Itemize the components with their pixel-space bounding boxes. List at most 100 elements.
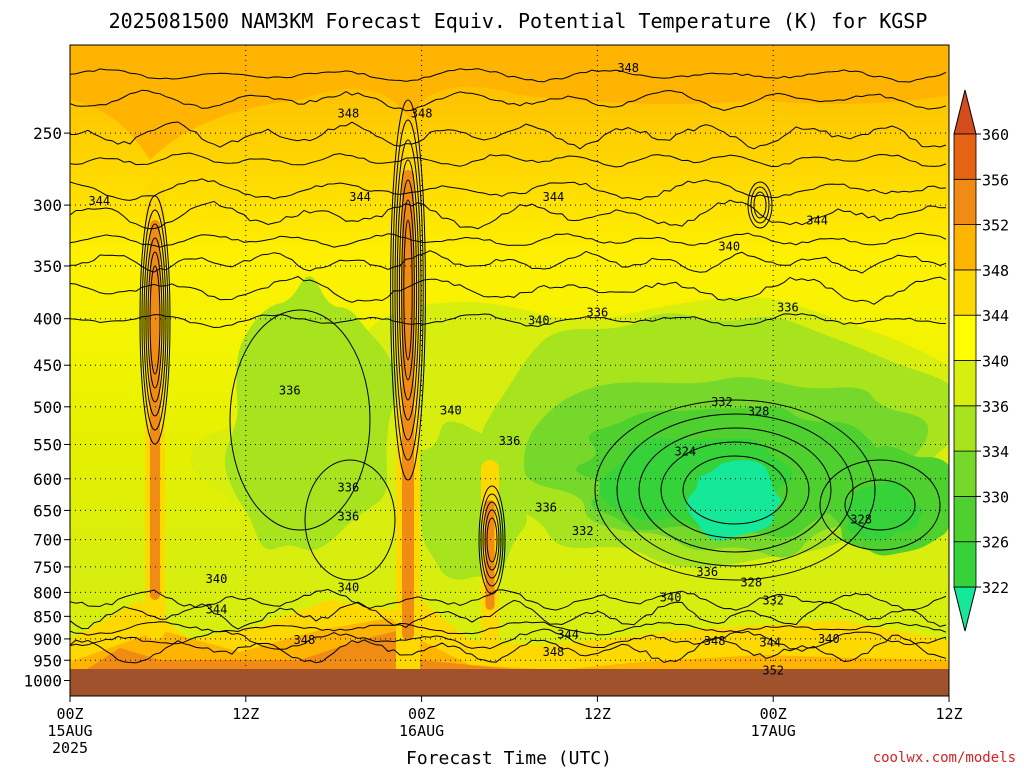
column-a-ring-2: [147, 251, 163, 389]
x-tick-label-12: 12Z: [232, 705, 259, 723]
y-tick-label-1000: 1000: [23, 672, 62, 691]
plot-frame: [69, 44, 950, 697]
column-a-ring-4: [143, 223, 167, 417]
column-b-ring-5: [394, 139, 422, 441]
watermark: coolwx.com/models: [873, 750, 1016, 766]
contour-label-6: 344: [806, 214, 828, 228]
column-b-ring-3: [398, 179, 418, 401]
x-tick-label-60: 12Z: [935, 705, 962, 723]
upper-cell-ring-1: [753, 191, 767, 219]
contour-label-0: 348: [617, 61, 639, 75]
colorbar-swatch-336: [953, 360, 977, 407]
y-tick-label-350: 350: [33, 257, 62, 276]
far-east-ring-1: [819, 459, 941, 551]
x-tick-year-0: 2025: [52, 739, 88, 757]
contour-label-15: 328: [748, 405, 770, 419]
contour-label-14: 332: [711, 395, 733, 409]
contour-line-0: [70, 68, 947, 83]
contour-line-6: [70, 232, 947, 248]
contour-label-31: 348: [543, 645, 565, 659]
contour-line-5: [70, 199, 946, 230]
contour-labels: 348 348 348 344 344 344 344 340 340 336 336 336 340 3…: [88, 61, 871, 678]
contour-label-32: 348: [704, 634, 726, 648]
field-column-core-1: [402, 170, 414, 640]
contour-label-35: 352: [762, 664, 784, 678]
contour-label-12: 340: [440, 404, 462, 418]
contour-label-26: 340: [338, 580, 360, 594]
contour-label-21: 328: [850, 512, 872, 526]
contour-line-8: [70, 275, 947, 305]
contour-line-4: [70, 178, 947, 201]
colorbar-swatch-344: [953, 269, 977, 316]
colorbar-swatch-326: [953, 495, 977, 543]
contour-label-30: 348: [294, 633, 316, 647]
y-tick-label-800: 800: [33, 583, 62, 602]
contour-line-10: [70, 588, 947, 611]
column-c-ring-3: [482, 501, 502, 579]
contour-label-22: 336: [696, 565, 718, 579]
y-tick-label-600: 600: [33, 470, 62, 489]
colorbar-swatch-348: [953, 224, 977, 271]
column-c-ring-4: [480, 493, 504, 587]
contour-label-4: 344: [349, 190, 371, 204]
contour-label-17: 336: [338, 480, 360, 494]
colorbar-label-352: 352: [982, 217, 1009, 235]
colorbar-arrow-bottom: [953, 586, 977, 632]
contour-label-16: 324: [674, 445, 696, 459]
x-tick-label-36: 12Z: [584, 705, 611, 723]
contour-label-5: 344: [543, 190, 565, 204]
colorbar-label-348: 348: [982, 262, 1009, 280]
x-tick-label-0: 00Z: [56, 705, 83, 723]
y-tick-label-400: 400: [33, 310, 62, 329]
contour-label-24: 332: [762, 594, 784, 608]
chart-title: 2025081500 NAM3KM Forecast Equiv. Potent…: [109, 9, 928, 33]
colorbar-swatch-352: [953, 178, 977, 226]
y-tick-label-550: 550: [33, 435, 62, 454]
colorbar-label-344: 344: [982, 307, 1009, 325]
colorbar: 322 326 330 334 336 340 344 348 352 356 360: [953, 89, 1009, 632]
west-pocket-ring-2: [304, 459, 396, 581]
east-cell-ring-3: [638, 427, 832, 553]
y-tick-label-650: 650: [33, 501, 62, 520]
east-cell-ring-1: [682, 455, 788, 525]
east-cell-ring-4: [616, 413, 854, 567]
contour-label-29: 344: [557, 627, 579, 641]
column-b-ring-4: [396, 159, 420, 421]
colorbar-swatch-356: [953, 133, 977, 180]
contour-label-1: 348: [338, 107, 360, 121]
contour-line-13: [70, 628, 947, 652]
colorbar-label-356: 356: [982, 171, 1009, 189]
column-b-ring-7: [390, 99, 426, 481]
contour-line-9: [70, 313, 947, 329]
ground-layer: [70, 669, 949, 696]
contour-line-11: [70, 599, 947, 630]
contour-label-23: 328: [740, 575, 762, 589]
x-axis-label: Forecast Time (UTC): [406, 748, 612, 768]
contour-label-33: 344: [759, 635, 781, 649]
contour-label-25: 340: [206, 572, 228, 586]
column-b-ring-1: [403, 219, 413, 361]
field-336-west: [224, 276, 397, 551]
x-tick-date-0: 15AUG: [47, 722, 92, 740]
y-tick-label-900: 900: [33, 630, 62, 649]
contour-label-9: 336: [587, 306, 609, 320]
y-tick-label-950: 950: [33, 651, 62, 670]
colorbar-swatch-330: [953, 450, 977, 497]
contour-label-18: 336: [338, 509, 360, 523]
x-tick-date-48: 17AUG: [751, 722, 796, 740]
contour-line-7: [70, 250, 947, 274]
contour-label-13: 336: [499, 434, 521, 448]
contour-line-3: [70, 152, 947, 168]
colorbar-label-322: 322: [982, 579, 1009, 597]
contour-label-7: 340: [718, 239, 740, 253]
column-a-ring-3: [145, 237, 165, 403]
y-tick-label-700: 700: [33, 531, 62, 550]
contour-label-3: 344: [88, 194, 110, 208]
contour-label-20: 332: [572, 524, 594, 538]
contour-line-2: [70, 121, 947, 150]
upper-cell-ring-3: [747, 181, 773, 229]
x-tick-date-24: 16AUG: [399, 722, 444, 740]
far-east-ring-2: [844, 479, 916, 531]
